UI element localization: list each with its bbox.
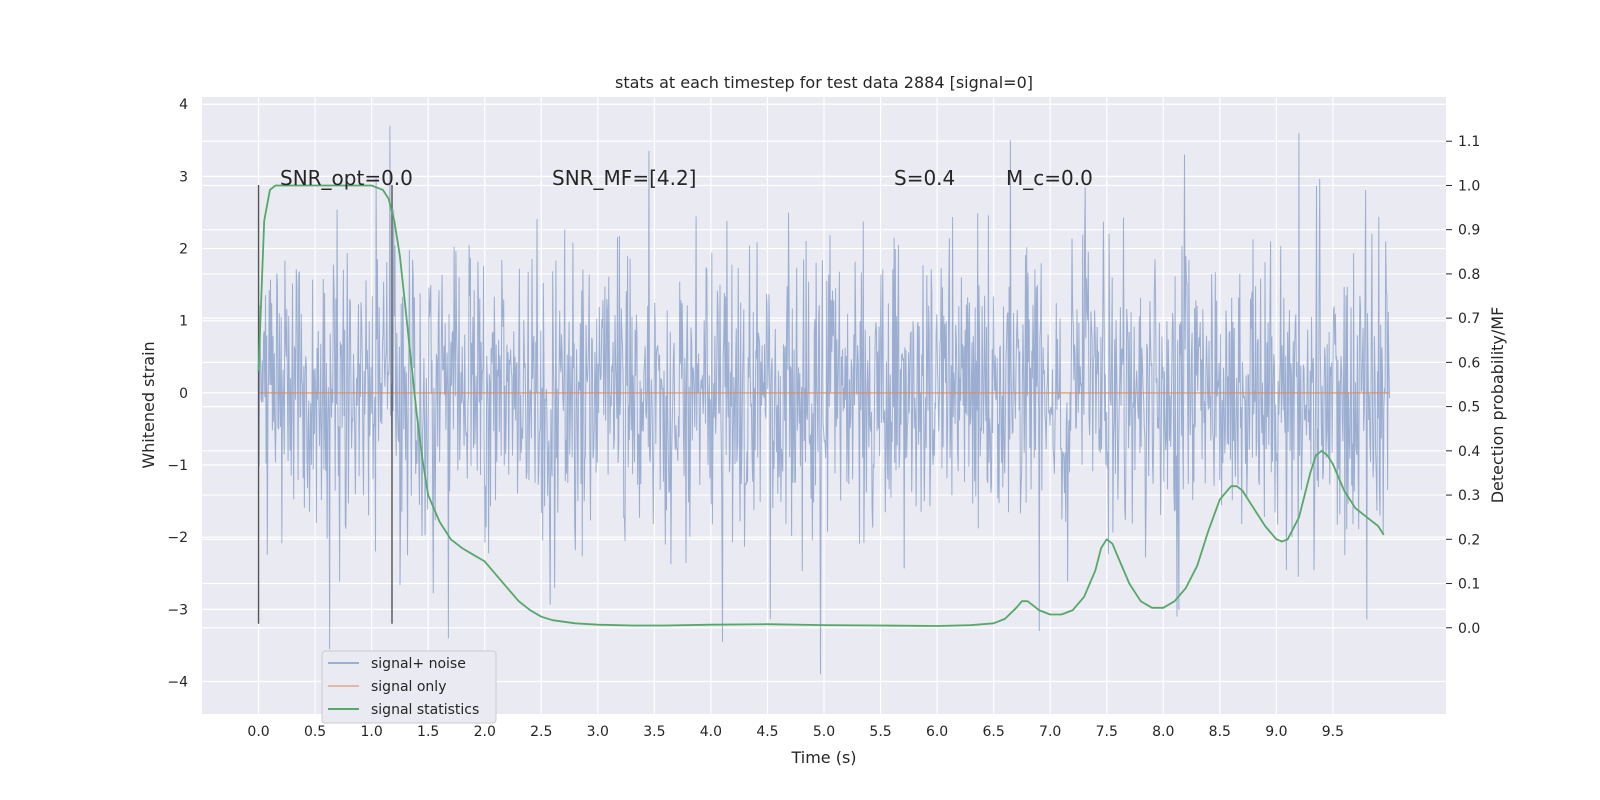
x-tick-label: 2.5 <box>530 724 552 740</box>
legend-label-signal-statistics: signal statistics <box>371 702 479 718</box>
y-tick-label: −3 <box>167 602 188 618</box>
x-tick-label: 8.5 <box>1209 724 1231 740</box>
legend-label-signal-only: signal only <box>371 679 446 695</box>
y-tick-label: 0 <box>179 386 188 402</box>
y-right-tick-label: 0.9 <box>1458 223 1480 239</box>
y-tick-label: 3 <box>179 169 188 185</box>
x-axis-label: Time (s) <box>790 748 856 767</box>
x-tick-label: 0.5 <box>304 724 326 740</box>
y-tick-label: 4 <box>179 97 188 113</box>
y-right-tick-label: 0.1 <box>1458 577 1480 593</box>
y-right-tick-label: 1.0 <box>1458 178 1480 194</box>
signal-statistics-line <box>257 184 1385 627</box>
x-tick-label: 4.0 <box>700 724 722 740</box>
y-right-tick-label: 0.3 <box>1458 488 1480 504</box>
x-grid <box>257 97 1334 714</box>
x-tick-label: 0.0 <box>247 724 269 740</box>
x-tick-label: 1.0 <box>361 724 383 740</box>
x-tick-label: 9.5 <box>1322 724 1344 740</box>
x-tick-label: 6.0 <box>926 724 948 740</box>
x-tick-labels: 0.0 0.5 1.0 1.5 2.0 2.5 3.0 3.5 4.0 4.5 5.0 5.5 6.0 6… <box>247 724 1344 740</box>
signal-noise-line <box>258 125 1390 675</box>
legend-label-signal-noise: signal+ noise <box>371 656 466 672</box>
legend-box <box>321 650 497 724</box>
x-tick-label: 8.0 <box>1152 724 1174 740</box>
legend: signal+ noise signal only signal statist… <box>321 650 497 724</box>
annotation-mc: M_c=0.0 <box>1006 166 1093 190</box>
series-signal-noise <box>258 125 1390 675</box>
y-right-tick-label: 0.8 <box>1458 267 1480 283</box>
x-tick-label: 3.0 <box>587 724 609 740</box>
y-right-tick-label: 0.7 <box>1458 311 1480 327</box>
x-tick-label: 9.0 <box>1265 724 1287 740</box>
x-tick-label: 5.0 <box>813 724 835 740</box>
y-right-tick-label: 0.2 <box>1458 532 1480 548</box>
x-tick-label: 6.5 <box>983 724 1005 740</box>
y-right-tick-label: 1.1 <box>1458 134 1480 150</box>
y-right-tick-label: 0.0 <box>1458 621 1480 637</box>
y-left-tick-labels: −4 −3 −2 −1 0 1 2 3 4 <box>167 97 188 690</box>
y-tick-label: 2 <box>179 242 188 258</box>
x-tick-label: 7.0 <box>1039 724 1061 740</box>
y-tick-label: 1 <box>179 314 188 330</box>
x-tick-label: 2.0 <box>474 724 496 740</box>
annotation-s: S=0.4 <box>894 166 955 190</box>
y-tick-label: −4 <box>167 675 188 691</box>
y-right-tick-label: 0.6 <box>1458 355 1480 371</box>
x-tick-label: 3.5 <box>643 724 665 740</box>
vertical-markers <box>257 185 393 624</box>
y-right-tick-labels: 0.0 0.1 0.2 0.3 0.4 0.5 0.6 0.7 0.8 0.9 1.0 1.1 <box>1446 134 1480 637</box>
x-tick-label: 5.5 <box>869 724 891 740</box>
y-axis-label: Whitened strain <box>139 341 158 468</box>
annotation-snr-opt: SNR_opt=0.0 <box>280 166 413 190</box>
x-tick-label: 7.5 <box>1096 724 1118 740</box>
annotations: SNR_opt=0.0 SNR_MF=[4.2] S=0.4 M_c=0.0 <box>280 166 1093 190</box>
y-right-axis-label: Detection probability/MF <box>1488 307 1507 504</box>
series-signal-statistics <box>257 184 1385 627</box>
y-right-tick-label: 0.5 <box>1458 400 1480 416</box>
x-tick-label: 1.5 <box>417 724 439 740</box>
y-tick-label: −2 <box>167 530 188 546</box>
y-right-tick-label: 0.4 <box>1458 444 1480 460</box>
x-tick-label: 4.5 <box>756 724 778 740</box>
y-tick-label: −1 <box>167 458 188 474</box>
annotation-snr-mf: SNR_MF=[4.2] <box>552 166 696 190</box>
chart-title: stats at each timestep for test data 288… <box>615 73 1033 92</box>
